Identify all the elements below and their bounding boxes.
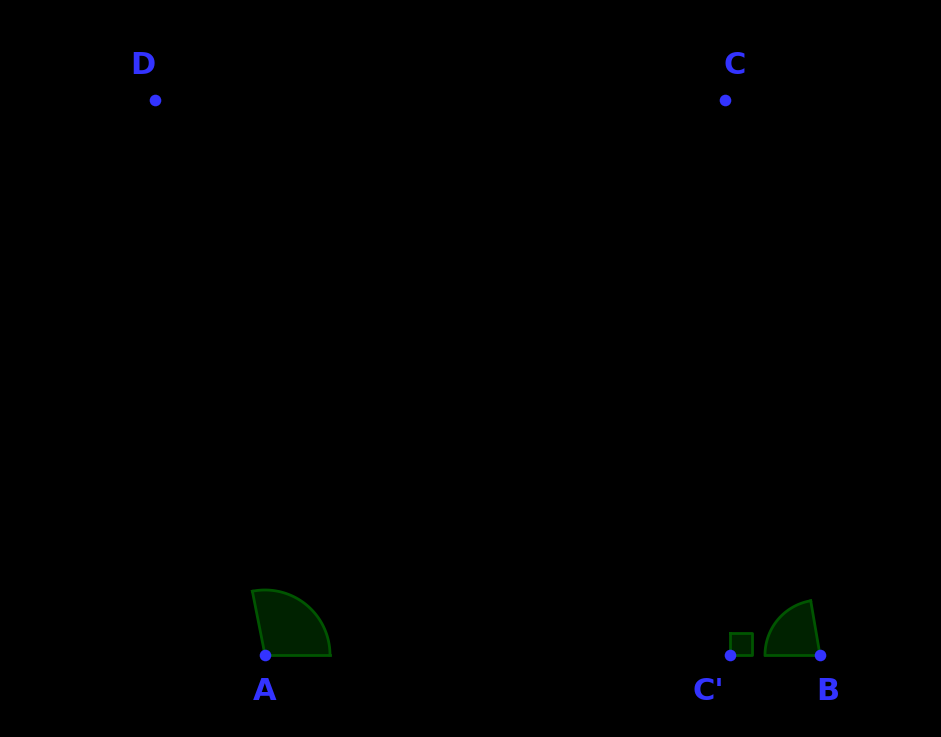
- Point: [148, 94, 163, 106]
- Text: A: A: [253, 677, 277, 706]
- Text: D: D: [131, 51, 155, 80]
- Text: C': C': [693, 677, 724, 706]
- Point: [717, 94, 732, 106]
- Point: [812, 649, 827, 661]
- Text: B: B: [817, 677, 839, 706]
- Point: [723, 649, 738, 661]
- Text: C: C: [724, 51, 746, 80]
- Polygon shape: [252, 590, 330, 655]
- Polygon shape: [730, 633, 752, 655]
- Polygon shape: [765, 601, 820, 655]
- Point: [258, 649, 273, 661]
